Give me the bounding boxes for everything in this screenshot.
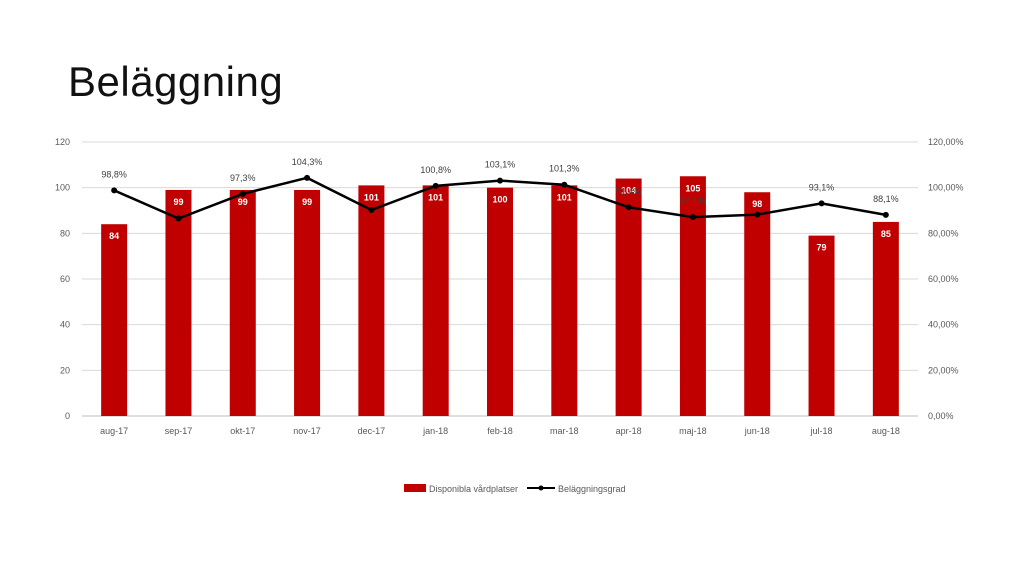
line-data-label: 101,3% (549, 164, 580, 174)
line-data-label: 103,1% (485, 160, 516, 170)
x-tick-label: aug-17 (100, 426, 128, 436)
line-point (882, 211, 889, 218)
bar-data-label: 99 (302, 197, 312, 207)
bar (615, 178, 642, 416)
bar-series: 84 99 99 99 101 101 100 101 104 105 98 79 85 (101, 176, 899, 416)
line-point (304, 174, 311, 181)
right-tick-label: 20,00% (928, 365, 959, 375)
left-tick-label: 0 (65, 411, 70, 421)
line-point (689, 214, 696, 221)
left-tick-label: 120 (55, 137, 70, 147)
bar (101, 224, 128, 416)
bar-data-label: 98 (752, 199, 762, 209)
right-tick-label: 120,00% (928, 137, 964, 147)
legend-label-bars: Disponibla vårdplatser (429, 484, 518, 494)
line-point (175, 215, 182, 222)
bar (744, 192, 771, 416)
bar (487, 187, 513, 416)
line-data-label: 93,1% (809, 182, 835, 192)
bar (551, 185, 578, 416)
left-tick-label: 20 (60, 365, 70, 375)
right-tick-label: 0,00% (928, 411, 954, 421)
x-tick-label: jan-18 (422, 426, 448, 436)
bar (294, 189, 321, 416)
bar (808, 235, 835, 416)
bar (358, 185, 385, 416)
right-tick-label: 40,00% (928, 320, 959, 330)
x-tick-label: jul-18 (810, 426, 833, 436)
legend-marker-line (538, 485, 544, 491)
x-tick-label: dec-17 (358, 426, 386, 436)
bar-data-label: 101 (557, 192, 572, 202)
x-tick-label: jun-18 (744, 426, 770, 436)
slide-title: Beläggning (68, 58, 284, 105)
x-tick-label: feb-18 (487, 426, 513, 436)
bar-data-label: 104 (621, 186, 636, 196)
line-data-label: 87,1% (680, 196, 706, 206)
x-tick-label: maj-18 (679, 426, 707, 436)
line-data-label: 104,3% (292, 157, 323, 167)
legend: Disponibla vårdplatser Beläggningsgrad (404, 484, 626, 494)
line-point (368, 207, 375, 214)
bar-data-label: 105 (685, 183, 700, 193)
line-point (432, 182, 439, 189)
bar (165, 189, 192, 416)
bar-data-label: 99 (238, 197, 248, 207)
bar-data-label: 100 (492, 195, 507, 205)
right-tick-label: 80,00% (928, 228, 959, 238)
bar-data-label: 99 (173, 197, 183, 207)
bar-data-label: 101 (428, 192, 443, 202)
line-data-label: 97,3% (230, 173, 256, 183)
line-data-label: 88,1% (873, 194, 899, 204)
bar-data-label: 84 (109, 231, 119, 241)
x-axis-ticks: aug-17 sep-17 okt-17 nov-17 dec-17 jan-18 feb-… (100, 426, 900, 436)
line-point (561, 181, 568, 188)
left-tick-label: 40 (60, 320, 70, 330)
bar-data-label: 101 (364, 192, 379, 202)
line-point (625, 204, 632, 211)
bar (679, 176, 706, 416)
right-tick-label: 100,00% (928, 183, 964, 193)
x-tick-label: mar-18 (550, 426, 579, 436)
right-axis-ticks: 0,00% 20,00% 40,00% 60,00% 80,00% 100,00% 120,… (928, 137, 964, 421)
x-tick-label: apr-18 (616, 426, 642, 436)
left-axis-ticks: 0 20 40 60 80 100 120 (55, 137, 70, 421)
bar-data-label: 79 (817, 243, 827, 253)
line-data-label: 100,8% (420, 165, 451, 175)
left-tick-label: 60 (60, 274, 70, 284)
x-tick-label: okt-17 (230, 426, 255, 436)
legend-swatch-bars (404, 484, 426, 492)
line-point (111, 187, 118, 194)
bar-data-label: 85 (881, 229, 891, 239)
left-tick-label: 100 (55, 183, 70, 193)
line-data-label: 98,8% (101, 169, 127, 179)
line-point (497, 177, 503, 184)
bar (872, 221, 899, 416)
bar (422, 185, 449, 416)
line-point (754, 211, 761, 218)
line-data-label: 91,4% (616, 186, 642, 196)
x-tick-label: nov-17 (293, 426, 321, 436)
line-series: 98,8% 97,3% 104,3% 100,8% 103,1% 101,3% 91,4% 8… (101, 157, 899, 222)
right-tick-label: 60,00% (928, 274, 959, 284)
bar (229, 189, 256, 416)
line-point (818, 200, 825, 207)
x-tick-label: aug-18 (872, 426, 900, 436)
line-point (239, 190, 246, 197)
left-tick-label: 80 (60, 228, 70, 238)
legend-label-line: Beläggningsgrad (558, 484, 626, 494)
x-tick-label: sep-17 (165, 426, 193, 436)
